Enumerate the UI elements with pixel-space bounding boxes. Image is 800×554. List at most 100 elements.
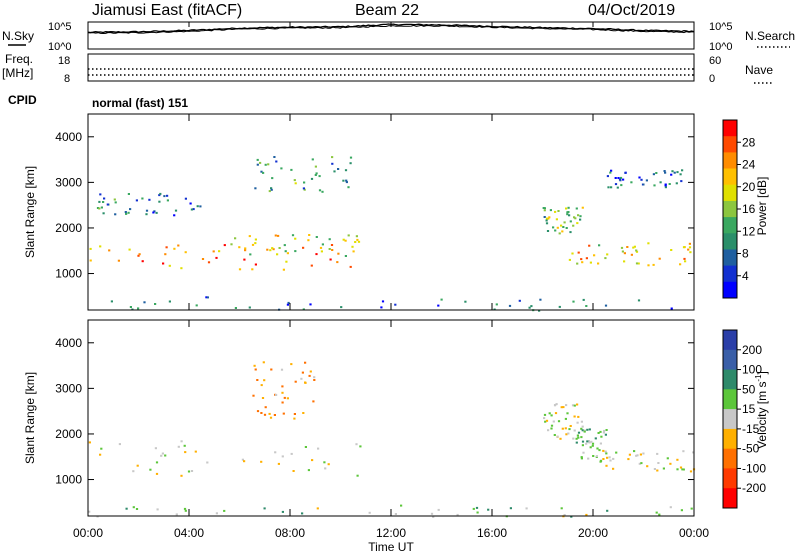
heatmap-cell: [543, 417, 546, 420]
heatmap-cell: [656, 452, 659, 455]
heatmap-cell: [570, 515, 573, 518]
heatmap-cell: [137, 307, 140, 310]
heatmap-cell: [575, 437, 578, 440]
heatmap-cell: [587, 457, 590, 460]
heatmap-cell: [290, 168, 293, 171]
heatmap-cell: [604, 450, 607, 453]
heatmap-cell: [555, 403, 558, 406]
heatmap-cell: [602, 431, 605, 434]
heatmap-cell: [565, 207, 568, 210]
heatmap-cell: [248, 235, 251, 238]
heatmap-cell: [206, 296, 209, 299]
heatmap-cell: [610, 186, 613, 189]
heatmap-cell: [576, 434, 579, 437]
heatmap-cell: [344, 255, 347, 257]
heatmap-cell: [432, 515, 435, 518]
heatmap-cell: [577, 251, 580, 254]
heatmap-cell: [647, 242, 650, 245]
heatmap-cell: [102, 212, 105, 215]
heatmap-cell: [543, 207, 546, 210]
heatmap-cell: [669, 506, 672, 509]
heatmap-cell: [187, 470, 191, 473]
heatmap-cell: [330, 244, 334, 246]
heatmap-cell: [284, 250, 287, 253]
heatmap-cell: [303, 188, 306, 191]
heatmap-cell: [582, 451, 585, 454]
heatmap-cell: [671, 170, 674, 173]
heatmap-cell: [646, 465, 649, 468]
heatmap-cell: [592, 455, 595, 457]
heatmap-cell: [528, 306, 531, 309]
heatmap-cell: [682, 468, 685, 471]
colorbar-swatch: [723, 448, 737, 469]
heatmap-cell: [563, 221, 566, 224]
heatmap-cell: [318, 189, 322, 192]
heatmap-cell: [308, 374, 311, 377]
heatmap-cell: [576, 403, 579, 406]
heatmap-cell: [98, 200, 101, 203]
heatmap-cell: [495, 303, 498, 306]
heatmap-cell: [579, 215, 582, 218]
heatmap-cell: [215, 512, 218, 515]
heatmap-cell: [561, 427, 564, 430]
heatmap-cell: [679, 173, 682, 176]
heatmap-cell: [565, 404, 568, 407]
heatmap-cell: [303, 181, 306, 184]
y-tick-label: 1000: [55, 267, 82, 281]
heatmap-cell: [653, 468, 656, 470]
heatmap-cell: [565, 227, 568, 229]
heatmap-cell: [311, 158, 314, 161]
heatmap-cell: [149, 468, 152, 471]
heatmap-cell: [286, 303, 289, 306]
heatmap-cell: [609, 459, 612, 462]
heatmap-cell: [545, 219, 548, 222]
heatmap-cell: [664, 186, 667, 189]
beam-title: Beam 22: [355, 2, 419, 19]
heatmap-cell: [127, 193, 130, 195]
colorbar-swatch: [723, 349, 737, 371]
y-tick-label: 4000: [55, 336, 82, 350]
heatmap-cell: [557, 420, 561, 423]
heatmap-cell: [688, 242, 691, 245]
heatmap-cell: [658, 513, 661, 516]
nsky-tick-low: 10^0: [48, 41, 72, 53]
heatmap-cell: [581, 440, 585, 443]
heatmap-cell: [566, 211, 569, 214]
heatmap-cell: [622, 178, 625, 181]
heatmap-cell: [96, 207, 100, 209]
heatmap-cell: [669, 462, 672, 465]
heatmap-cell: [177, 445, 180, 448]
heatmap-cell: [573, 216, 576, 219]
heatmap-cell: [664, 184, 667, 187]
heatmap-cell: [633, 450, 636, 453]
heatmap-cell: [110, 300, 113, 303]
heatmap-cell: [254, 242, 257, 245]
heatmap-cell: [658, 257, 661, 260]
heatmap-cell: [174, 209, 178, 212]
heatmap-cell: [99, 453, 102, 456]
heatmap-cell: [206, 461, 209, 464]
y-tick-label: 2000: [55, 427, 82, 441]
heatmap-cell: [195, 304, 198, 307]
heatmap-cell: [545, 217, 549, 220]
heatmap-cell: [244, 247, 247, 250]
heatmap-cell: [580, 456, 583, 459]
heatmap-cell: [590, 440, 593, 443]
heatmap-cell: [155, 472, 159, 475]
heatmap-cell: [670, 173, 673, 176]
heatmap-cell: [580, 457, 583, 460]
heatmap-cell: [632, 246, 635, 249]
colorbar-tick-label: 20: [742, 180, 756, 194]
heatmap-cell: [331, 249, 334, 251]
heatmap-cell: [238, 268, 242, 271]
heatmap-cell: [207, 261, 211, 264]
heatmap-cell: [635, 454, 638, 457]
heatmap-cell: [269, 249, 272, 252]
heatmap-cell: [125, 212, 128, 215]
colorbar-tick-label: 4: [742, 269, 749, 283]
heatmap-cell: [675, 182, 678, 185]
heatmap-cell: [230, 243, 233, 246]
station-title: Jiamusi East (fitACF): [92, 2, 242, 19]
heatmap-cell: [153, 210, 156, 213]
